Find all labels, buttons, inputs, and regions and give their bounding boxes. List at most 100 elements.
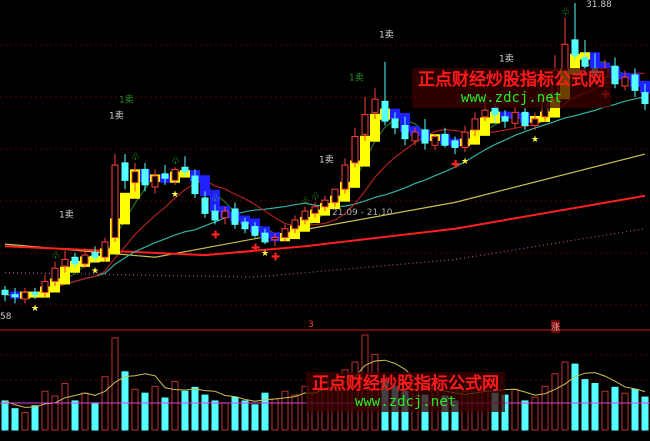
- buy-arrow-icon: ✚: [251, 242, 260, 255]
- candle-down: [501, 116, 509, 122]
- sell-club-icon: ♧: [301, 196, 310, 207]
- volume-bar: [41, 390, 49, 431]
- buy-arrow-icon: ✚: [451, 158, 460, 171]
- staircase-step-up: [570, 53, 580, 75]
- candle-down: [451, 140, 459, 148]
- signal-label: 1卖: [349, 73, 364, 84]
- candle-down: [11, 294, 19, 298]
- candle-down: [581, 56, 589, 67]
- staircase-step-up: [60, 266, 70, 285]
- volume-bar: [81, 392, 89, 431]
- volume-bar: [601, 390, 609, 431]
- volume-bar: [161, 397, 169, 431]
- range-label: 21.09 - 21.10: [332, 208, 393, 218]
- volume-bar: [251, 404, 259, 431]
- volume-bar: [261, 392, 269, 431]
- volume-label-right: 涨: [551, 320, 561, 333]
- volume-bar: [531, 396, 539, 431]
- volume-bar: [541, 385, 549, 431]
- sell-club-icon: ♧: [211, 194, 220, 205]
- candle-down: [191, 175, 199, 195]
- candle-up: [351, 136, 359, 164]
- watermark-url: www.zdcj.net: [460, 90, 563, 106]
- candle-down: [261, 232, 269, 243]
- candle-down: [161, 173, 169, 179]
- star-icon: ★: [261, 249, 269, 259]
- candle-down: [251, 226, 259, 236]
- candle-up: [331, 188, 339, 203]
- signal-label: 1卖: [319, 155, 334, 166]
- candle-down: [91, 252, 99, 258]
- candle-down: [201, 197, 209, 214]
- volume-bar: [181, 390, 189, 431]
- candle-down: [631, 74, 639, 91]
- candle-down: [611, 65, 619, 85]
- candle-down: [31, 291, 39, 296]
- star-icon: ★: [461, 157, 469, 167]
- volume-bar: [511, 388, 519, 431]
- candle-down: [71, 256, 79, 265]
- candle-up: [301, 210, 309, 221]
- candle-up: [431, 136, 439, 146]
- volume-bar: [581, 379, 589, 431]
- volume-bar: [31, 405, 39, 431]
- candle-up: [271, 237, 279, 241]
- signal-label: 1卖: [119, 95, 134, 106]
- high-price-label: 31.88: [586, 0, 612, 10]
- volume-bar: [151, 385, 159, 431]
- candle-up: [371, 98, 379, 113]
- staircase-step-up: [350, 160, 360, 188]
- volume-bar: [51, 395, 59, 431]
- staircase-step-up: [470, 129, 480, 145]
- volume-bar: [231, 396, 239, 431]
- candle-down: [571, 39, 579, 56]
- low-price-label: 58: [0, 312, 12, 322]
- watermark-top: 正点财经炒股指标公式网 www.zdcj.net: [412, 68, 611, 108]
- sell-club-icon: ♧: [561, 7, 570, 18]
- candle-down: [491, 107, 499, 116]
- candle-up: [41, 280, 49, 293]
- volume-bar: [201, 394, 209, 431]
- watermark-url: www.zdcj.net: [354, 394, 457, 410]
- staircase-step-up: [480, 117, 490, 136]
- candle-down: [521, 111, 529, 127]
- candle-down: [211, 210, 219, 221]
- candle-up: [561, 43, 569, 72]
- candle-down: [231, 208, 239, 225]
- sell-club-icon: ♧: [51, 251, 60, 262]
- candle-up: [291, 219, 299, 230]
- staircase-step-down: [210, 189, 220, 212]
- star-icon: ★: [171, 190, 179, 200]
- candle-down: [181, 166, 189, 173]
- candle-down: [241, 221, 249, 230]
- candle-up: [361, 114, 369, 135]
- star-icon: ★: [531, 135, 539, 145]
- volume-bar: [291, 394, 299, 431]
- staircase-step-down: [200, 175, 210, 196]
- candle-down: [391, 118, 399, 129]
- volume-bar: [1, 400, 9, 431]
- candle-up: [81, 254, 89, 265]
- candle-up: [321, 199, 329, 208]
- candle-up: [281, 228, 289, 239]
- candle-up: [111, 164, 119, 239]
- buy-arrow-icon: ✚: [271, 250, 280, 263]
- candle-up: [101, 241, 109, 258]
- volume-bar: [571, 363, 579, 431]
- sell-club-icon: ♧: [311, 191, 320, 202]
- signal-label: 1卖: [109, 111, 124, 122]
- volume-bar: [211, 400, 219, 431]
- volume-bar: [631, 388, 639, 431]
- watermark-bottom: 正点财经炒股指标公式网 www.zdcj.net: [306, 372, 505, 412]
- volume-bar: [241, 400, 249, 431]
- candle-up: [511, 111, 519, 124]
- volume-bar: [611, 386, 619, 431]
- volume-bar: [551, 373, 559, 431]
- volume-bar: [271, 398, 279, 431]
- candle-down: [1, 289, 9, 296]
- volume-bar: [131, 388, 139, 431]
- staircase-step-up: [370, 113, 380, 142]
- candle-down: [421, 129, 429, 144]
- volume-bar: [141, 392, 149, 431]
